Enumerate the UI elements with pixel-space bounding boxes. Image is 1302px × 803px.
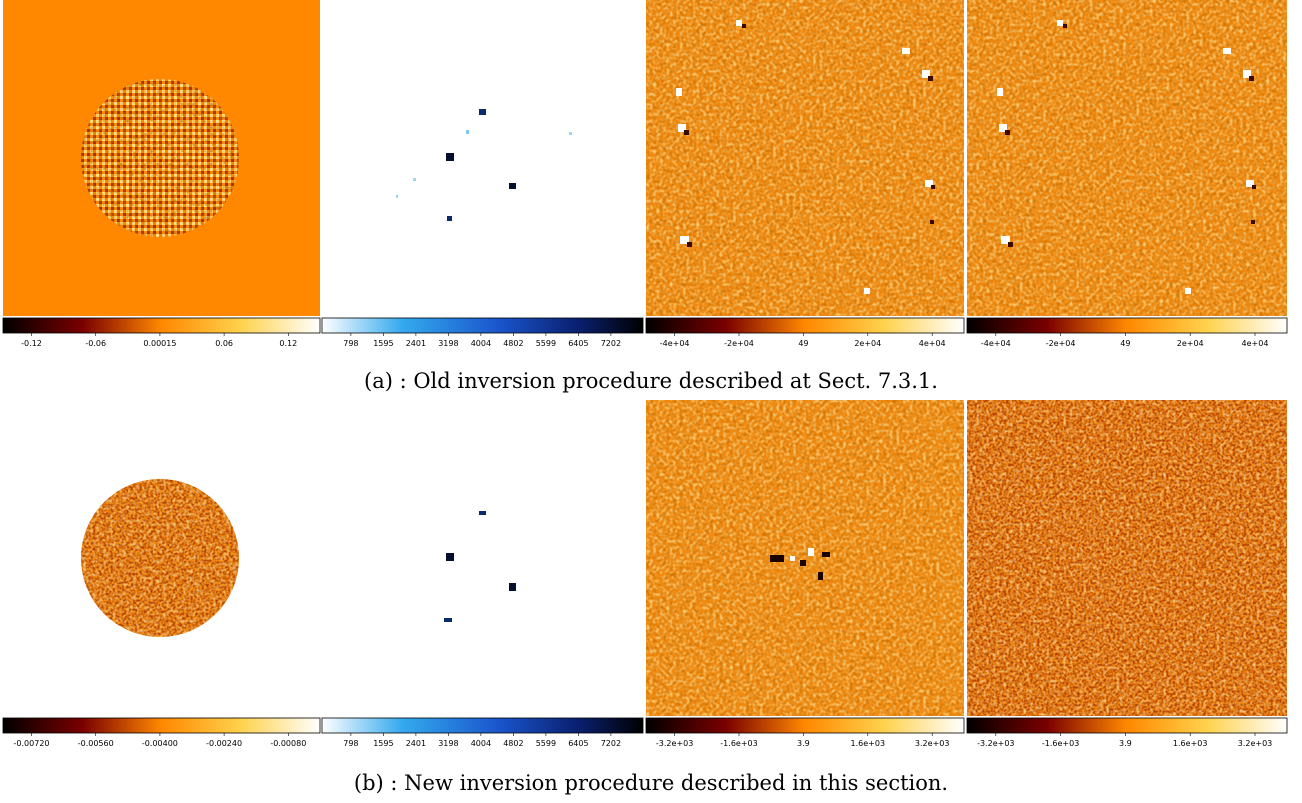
colorbar-tick-label: 3.9 [1119,739,1132,748]
colorbar-tick-label: 3.2e+03 [915,739,950,748]
colorbar-tick-label: 0.12 [279,339,297,348]
colorbar-tick-label: 1595 [373,339,393,348]
colorbar-tick-label: -2e+04 [724,339,754,348]
colorbar-tick-label: -0.06 [85,339,106,348]
colorbar-tick-label: 49 [1120,339,1130,348]
colorbar-tick-label: 7202 [601,739,621,748]
colorbar-tick-label: -0.12 [21,339,42,348]
colorbar-tick-label: -0.00080 [270,739,306,748]
image-panel [3,0,320,316]
image-panel [322,0,643,316]
colorbar-tick-label: 4004 [471,339,491,348]
colorbar-tick-label: 0.00015 [143,339,176,348]
colorbar-tick-label: 4802 [503,339,523,348]
colorbar-tick-label: 1595 [373,739,393,748]
colorbar-tick-label: 1.6e+03 [1173,739,1208,748]
colorbar-tick-label: -3.2e+03 [656,739,693,748]
colorbar-tick-label: -0.00560 [78,739,114,748]
colorbar-tick-label: 3.9 [797,739,810,748]
colorbar-tick-label: 5599 [536,739,556,748]
colorbar-tick-label: 2e+04 [1177,339,1204,348]
image-panel [967,0,1287,316]
colorbar-tick-label: 2401 [406,339,426,348]
colorbar-tick-label: 1.6e+03 [851,739,886,748]
colorbar-tick-label: 4004 [471,739,491,748]
colorbar-tick-label: 2401 [406,739,426,748]
image-panel [322,400,643,716]
colorbar-tick-label: 798 [343,339,358,348]
image-panel [0,400,320,716]
colorbar-tick-label: 3198 [438,339,458,348]
colorbar-tick-label: -3.2e+03 [977,739,1014,748]
colorbar-tick-label: 5599 [536,339,556,348]
colorbar-tick-label: -1.6e+03 [720,739,757,748]
colorbar-tick-label: 4802 [503,739,523,748]
colorbar-tick-label: -0.00400 [142,739,178,748]
colorbar-tick-label: 4e+04 [1242,339,1269,348]
image-panel [646,400,964,716]
colorbar-tick-label: -4e+04 [981,339,1011,348]
colorbar-tick-label: 3198 [438,739,458,748]
colorbar-tick-label: 49 [798,339,808,348]
colorbar-tick-label: 0.06 [215,339,233,348]
colorbar-tick-label: 7202 [601,339,621,348]
colorbar-tick-label: -0.00240 [206,739,242,748]
colorbar [2,317,1288,734]
colorbar-tick-label: 2e+04 [854,339,881,348]
caption: (b) : New inversion procedure described … [354,771,948,795]
image-panel [967,400,1287,716]
colorbar-tick-label: -4e+04 [660,339,690,348]
colorbar-tick-label: 6405 [568,339,588,348]
colorbar-tick-label: 6405 [568,739,588,748]
colorbar-tick-label: 3.2e+03 [1238,739,1273,748]
colorbar-tick-label: -1.6e+03 [1042,739,1079,748]
colorbar-tick-label: 4e+04 [919,339,946,348]
colorbar-tick-label: 798 [343,739,358,748]
caption: (a) : Old inversion procedure described … [364,369,938,393]
colorbar-tick-label: -0.00720 [14,739,50,748]
image-panel [646,0,964,316]
colorbar-tick-label: -2e+04 [1046,339,1076,348]
